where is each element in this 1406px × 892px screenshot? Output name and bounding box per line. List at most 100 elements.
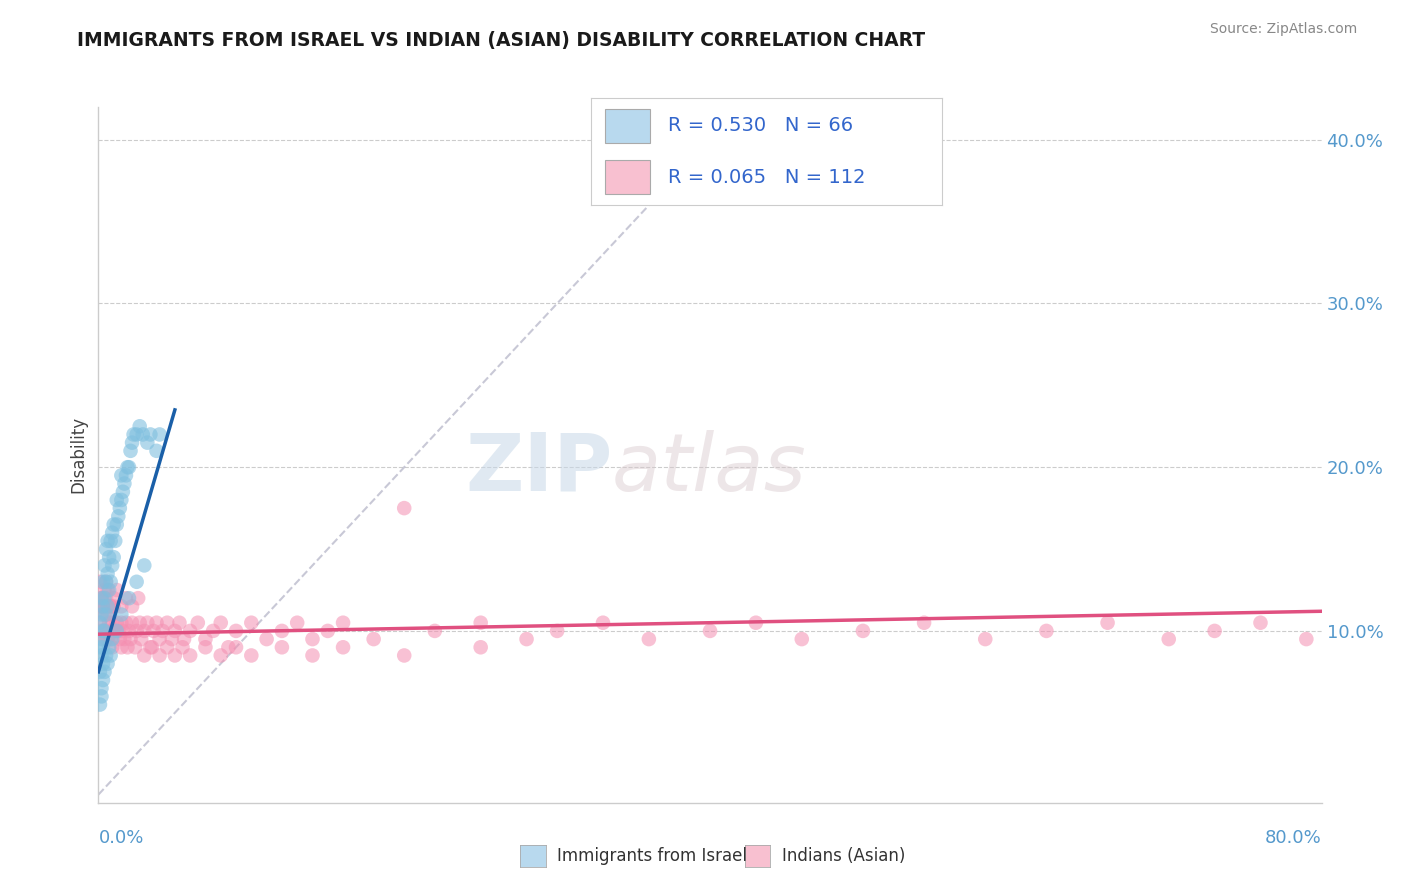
Point xyxy=(240,648,263,663)
Point xyxy=(1204,624,1226,638)
Point xyxy=(108,501,131,516)
Point xyxy=(121,599,143,614)
Point xyxy=(172,640,194,655)
Point xyxy=(332,615,354,630)
Point xyxy=(139,640,162,655)
Point xyxy=(101,615,124,630)
Point xyxy=(139,427,162,442)
Point xyxy=(94,607,117,622)
Point xyxy=(91,599,114,614)
Point xyxy=(98,582,121,597)
Text: Source: ZipAtlas.com: Source: ZipAtlas.com xyxy=(1209,22,1357,37)
Point xyxy=(115,615,138,630)
Point xyxy=(90,591,112,606)
Point xyxy=(1249,615,1271,630)
Point xyxy=(160,632,183,646)
Point xyxy=(91,599,114,614)
Point xyxy=(145,443,167,458)
Point xyxy=(790,632,813,646)
Point xyxy=(103,550,125,565)
Point xyxy=(256,632,278,646)
Point xyxy=(115,591,138,606)
Point xyxy=(117,640,139,655)
Point xyxy=(187,615,209,630)
Point xyxy=(101,632,124,646)
Point xyxy=(100,533,122,548)
Text: 0.0%: 0.0% xyxy=(98,829,143,847)
Point xyxy=(152,624,174,638)
Point xyxy=(89,640,111,655)
Point xyxy=(97,632,120,646)
Point xyxy=(163,624,186,638)
Point xyxy=(1157,632,1180,646)
Point xyxy=(125,427,148,442)
Point xyxy=(101,640,124,655)
Point xyxy=(93,582,115,597)
Point xyxy=(194,632,217,646)
Point xyxy=(179,624,201,638)
Point xyxy=(128,419,150,434)
Point xyxy=(94,648,117,663)
Point xyxy=(107,509,129,524)
Point xyxy=(111,624,134,638)
Point xyxy=(91,640,114,655)
Point xyxy=(974,632,997,646)
Point xyxy=(202,624,225,638)
Point xyxy=(145,615,167,630)
Point xyxy=(104,533,127,548)
Point xyxy=(637,632,661,646)
Point xyxy=(110,492,132,507)
Point xyxy=(169,615,191,630)
Point xyxy=(98,624,121,638)
Point xyxy=(118,624,141,638)
Point xyxy=(423,624,446,638)
Point xyxy=(120,443,142,458)
Point xyxy=(470,615,492,630)
Point xyxy=(104,624,127,638)
Point xyxy=(110,615,132,630)
Point xyxy=(209,615,232,630)
Point xyxy=(136,435,159,450)
Point xyxy=(173,632,195,646)
Point xyxy=(110,607,132,622)
Point xyxy=(94,591,117,606)
Point xyxy=(120,632,142,646)
Point xyxy=(129,632,152,646)
Point xyxy=(134,624,156,638)
Point xyxy=(89,574,111,589)
Point xyxy=(94,542,117,557)
Point xyxy=(93,607,115,622)
Text: R = 0.065   N = 112: R = 0.065 N = 112 xyxy=(668,168,865,186)
Point xyxy=(103,517,125,532)
Point xyxy=(90,632,112,646)
Point xyxy=(97,657,120,671)
Point xyxy=(89,599,111,614)
Text: Immigrants from Israel: Immigrants from Israel xyxy=(557,847,747,865)
FancyBboxPatch shape xyxy=(605,109,650,143)
Point xyxy=(97,599,120,614)
Point xyxy=(699,624,721,638)
Point xyxy=(93,665,115,679)
Point xyxy=(112,476,135,491)
Point xyxy=(194,640,217,655)
Point xyxy=(98,550,121,565)
Point xyxy=(97,566,120,581)
Point xyxy=(93,558,115,573)
Point xyxy=(316,624,339,638)
Point xyxy=(93,591,115,606)
Point xyxy=(149,632,172,646)
Point xyxy=(103,591,125,606)
Y-axis label: Disability: Disability xyxy=(69,417,87,493)
Point xyxy=(163,648,186,663)
Point xyxy=(89,615,111,630)
Point xyxy=(149,648,172,663)
Point xyxy=(121,435,143,450)
Point xyxy=(107,624,129,638)
Point xyxy=(93,624,115,638)
Point xyxy=(110,468,132,483)
Point xyxy=(1097,615,1119,630)
Point xyxy=(301,632,323,646)
Point xyxy=(90,681,112,696)
Point xyxy=(134,558,156,573)
Point xyxy=(127,591,149,606)
